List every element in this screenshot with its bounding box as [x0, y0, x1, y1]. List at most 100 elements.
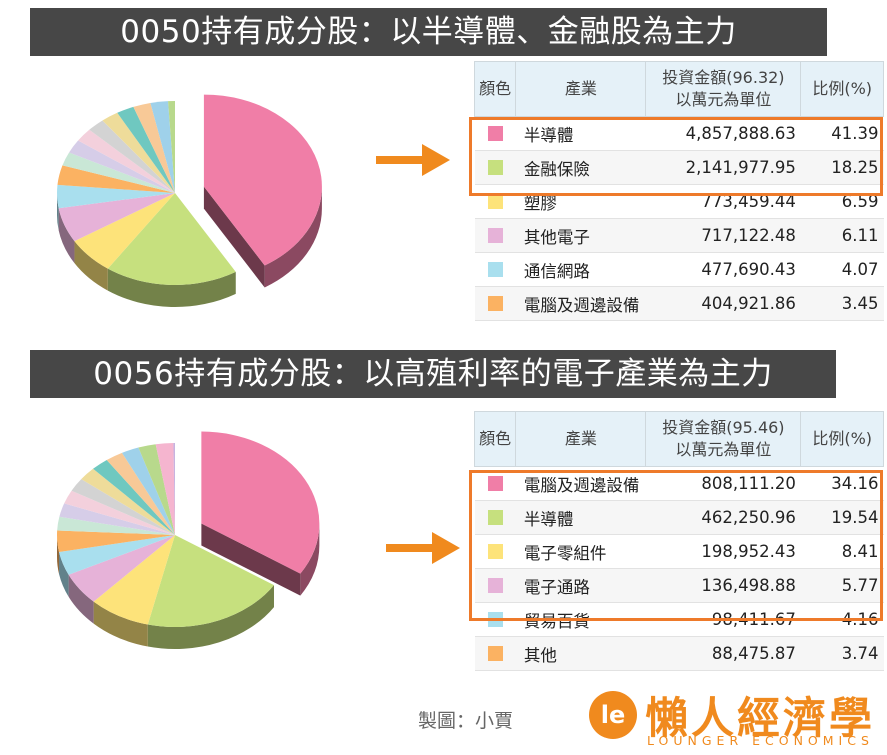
svg-text:le: le [601, 701, 626, 729]
table-row: 其他電子 717,122.48 6.11 [474, 218, 884, 253]
pie-slice-cut-face [201, 523, 301, 596]
pie-slice-other [62, 152, 175, 193]
amount-cell: 2,141,977.95 [645, 150, 801, 185]
pie-slice-side [57, 535, 60, 575]
pie-slice-other [71, 479, 175, 535]
pie-slice-other [117, 106, 175, 193]
pie-slice-other [69, 140, 175, 193]
highlight-box [469, 117, 883, 196]
table-row: 半導體 4,857,888.63 41.39 [474, 116, 884, 151]
color-swatch [487, 194, 503, 209]
amount-cell: 462,250.96 [645, 500, 801, 535]
color-swatch-cell [474, 218, 516, 253]
logo-english-text: LOUNGER ECONOMICS [647, 733, 874, 748]
pie-slice-other [102, 112, 175, 193]
industry-cell: 電子通路 [515, 568, 646, 603]
top-banner-title: 0050持有成分股：以半導體、金融股為主力 [30, 8, 827, 56]
pie-slice-side [107, 268, 236, 307]
pie-slice-side [59, 552, 69, 597]
industry-cell: 其他電子 [515, 218, 646, 253]
table-row: 電子零組件 198,952.43 8.41 [474, 534, 884, 569]
pie-slice-other [93, 459, 175, 535]
col-header-ratio: 比例(%) [800, 411, 884, 467]
color-swatch-cell [474, 150, 516, 185]
color-swatch [487, 510, 503, 525]
col-header-amount: 投資金額(95.46) 以萬元為單位 [645, 411, 802, 467]
color-swatch-cell [474, 636, 516, 671]
color-swatch [487, 262, 503, 277]
table-row: 塑膠 773,459.44 6.59 [474, 184, 884, 219]
pie-slice-cut-face [203, 186, 265, 288]
col-header-color: 顏色 [473, 61, 517, 117]
color-swatch [487, 126, 503, 141]
pie-slice-other [133, 103, 175, 193]
industry-cell: 半導體 [515, 116, 646, 151]
pie-slice-side [58, 208, 75, 264]
color-swatch-cell [474, 286, 516, 321]
color-swatch-cell [474, 500, 516, 535]
pie-slice-其他電子 [58, 193, 175, 242]
pie-slice-side [93, 601, 148, 647]
table-row: 通信網路 477,690.43 4.07 [474, 252, 884, 287]
pie-slice-other [81, 468, 175, 535]
pie-slice-other [155, 443, 175, 535]
color-swatch [487, 578, 503, 593]
color-swatch [487, 296, 503, 311]
table-row: 半導體 462,250.96 19.54 [474, 500, 884, 535]
color-swatch [487, 646, 503, 661]
pie-slice-半導體 [147, 535, 274, 627]
industry-cell: 通信網路 [515, 252, 646, 287]
ratio-cell: 18.25 [800, 150, 884, 185]
ratio-cell: 5.77 [800, 568, 884, 603]
pie-slice-電腦及週邊設備 [201, 431, 320, 574]
ratio-cell: 6.59 [800, 184, 884, 219]
holdings-table-0050: 顏色 產業 投資金額(96.32) 以萬元為單位 比例(%) 半導體 4,857,8… [473, 61, 884, 321]
ratio-cell: 4.07 [800, 252, 884, 287]
arrow-icon [376, 144, 450, 176]
industry-cell: 電子零組件 [515, 534, 646, 569]
pie-slice-other [121, 447, 175, 535]
credit-text: 製圖：小賈 [418, 710, 514, 732]
amount-cell: 198,952.43 [645, 534, 801, 569]
industry-cell: 金融保險 [515, 150, 646, 185]
col-header-industry: 產業 [515, 411, 647, 467]
col-header-amount: 投資金額(96.32) 以萬元為單位 [645, 61, 802, 117]
pie-slice-半導體 [203, 94, 322, 266]
pie-slice-side [57, 193, 59, 231]
pie-chart-0050 [57, 94, 322, 307]
ratio-cell: 8.41 [800, 534, 884, 569]
color-swatch [487, 160, 503, 175]
ratio-cell: 41.39 [800, 116, 884, 151]
pie-slice-other [106, 452, 175, 535]
amount-cell: 404,921.86 [645, 286, 801, 321]
pie-slice-other [78, 129, 175, 193]
color-swatch-cell [474, 568, 516, 603]
pie-slice-其他 [57, 530, 175, 553]
pie-slice-電子通路 [68, 535, 175, 602]
ratio-cell: 3.45 [800, 286, 884, 321]
col-header-color: 顏色 [473, 411, 517, 467]
amount-cell: 717,122.48 [645, 218, 801, 253]
table-row: 其他 88,475.87 3.74 [474, 636, 884, 671]
amount-cell: 477,690.43 [645, 252, 801, 287]
table-row: 電腦及週邊設備 404,921.86 3.45 [474, 286, 884, 321]
pie-slice-side [264, 186, 322, 288]
ratio-cell: 3.74 [800, 636, 884, 671]
logo-chinese-text: 懶人經濟學 [645, 694, 875, 744]
col-header-ratio: 比例(%) [800, 61, 884, 117]
pie-slice-side [300, 523, 320, 596]
amount-cell: 4,857,888.63 [645, 116, 801, 151]
ratio-cell: 6.11 [800, 218, 884, 253]
pie-slice-other [59, 503, 175, 535]
industry-cell: 電腦及週邊設備 [515, 286, 646, 321]
pie-chart-0056 [57, 431, 320, 649]
color-swatch-cell [474, 116, 516, 151]
pie-slice-other [138, 444, 175, 535]
pie-slice-other [89, 120, 175, 193]
color-swatch-cell [474, 534, 516, 569]
pie-slice-other [150, 101, 175, 193]
industry-cell: 塑膠 [515, 184, 646, 219]
amount-cell: 136,498.88 [645, 568, 801, 603]
bottom-banner-title: 0056持有成分股：以高殖利率的電子產業為主力 [30, 350, 836, 398]
pie-slice-金融保險 [107, 193, 236, 285]
